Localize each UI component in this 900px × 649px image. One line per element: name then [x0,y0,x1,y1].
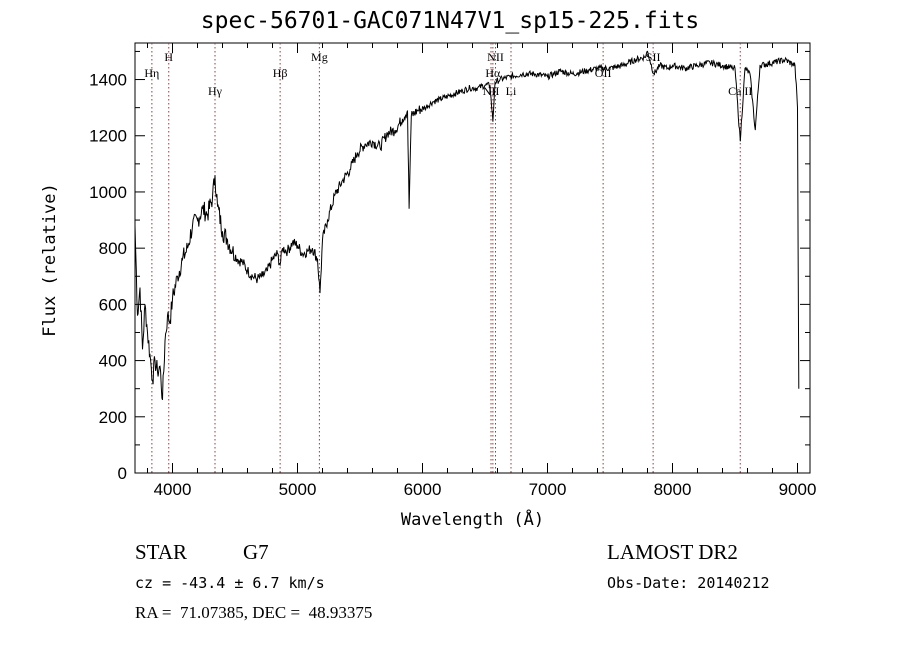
marker-label: Hη [144,66,159,80]
y-axis-label: Flux (relative) [40,183,60,337]
y-tick-label: 800 [99,239,127,258]
survey-name: LAMOST DR2 [607,540,738,564]
y-tick-label: 400 [99,352,127,371]
x-tick-label: 5000 [279,480,317,499]
marker-label: Hα [485,66,501,80]
y-tick-label: 1200 [89,127,127,146]
marker-label: Li [506,84,517,98]
star-class: STAR [135,540,187,564]
x-tick-label: 7000 [529,480,567,499]
marker-label: Hβ [273,66,288,80]
x-axis-label: Wavelength (Å) [400,510,545,530]
obs-date: Obs-Date: 20140212 [607,574,770,592]
marker-label: Hγ [208,84,223,98]
x-tick-label: 9000 [779,480,817,499]
x-tick-label: 8000 [654,480,692,499]
flux-series [134,50,800,473]
y-tick-label: 1400 [89,71,127,90]
marker-label: Mg [311,50,328,64]
y-tick-label: 200 [99,408,127,427]
axis-ticks: 4000 5000 6000 7000 8000 9000 0 200 400 600 800 100… [89,43,816,499]
y-tick-label: 1000 [89,183,127,202]
ra-dec: RA = 71.07385, DEC = 48.93375 [135,603,373,622]
flux-line [134,50,800,401]
y-tick-label: 600 [99,295,127,314]
y-tick-label: 0 [118,464,127,483]
x-tick-label: 4000 [154,480,192,499]
chart-title: spec-56701-GAC071N47V1_sp15-225.fits [200,8,700,34]
marker-label: Ca II [728,84,752,98]
x-tick-label: 6000 [404,480,442,499]
redshift-cz: cz = -43.4 ± 6.7 km/s [135,574,325,592]
marker-label: H [164,50,173,64]
marker-label: NII [487,50,504,64]
star-subclass: G7 [243,540,269,564]
